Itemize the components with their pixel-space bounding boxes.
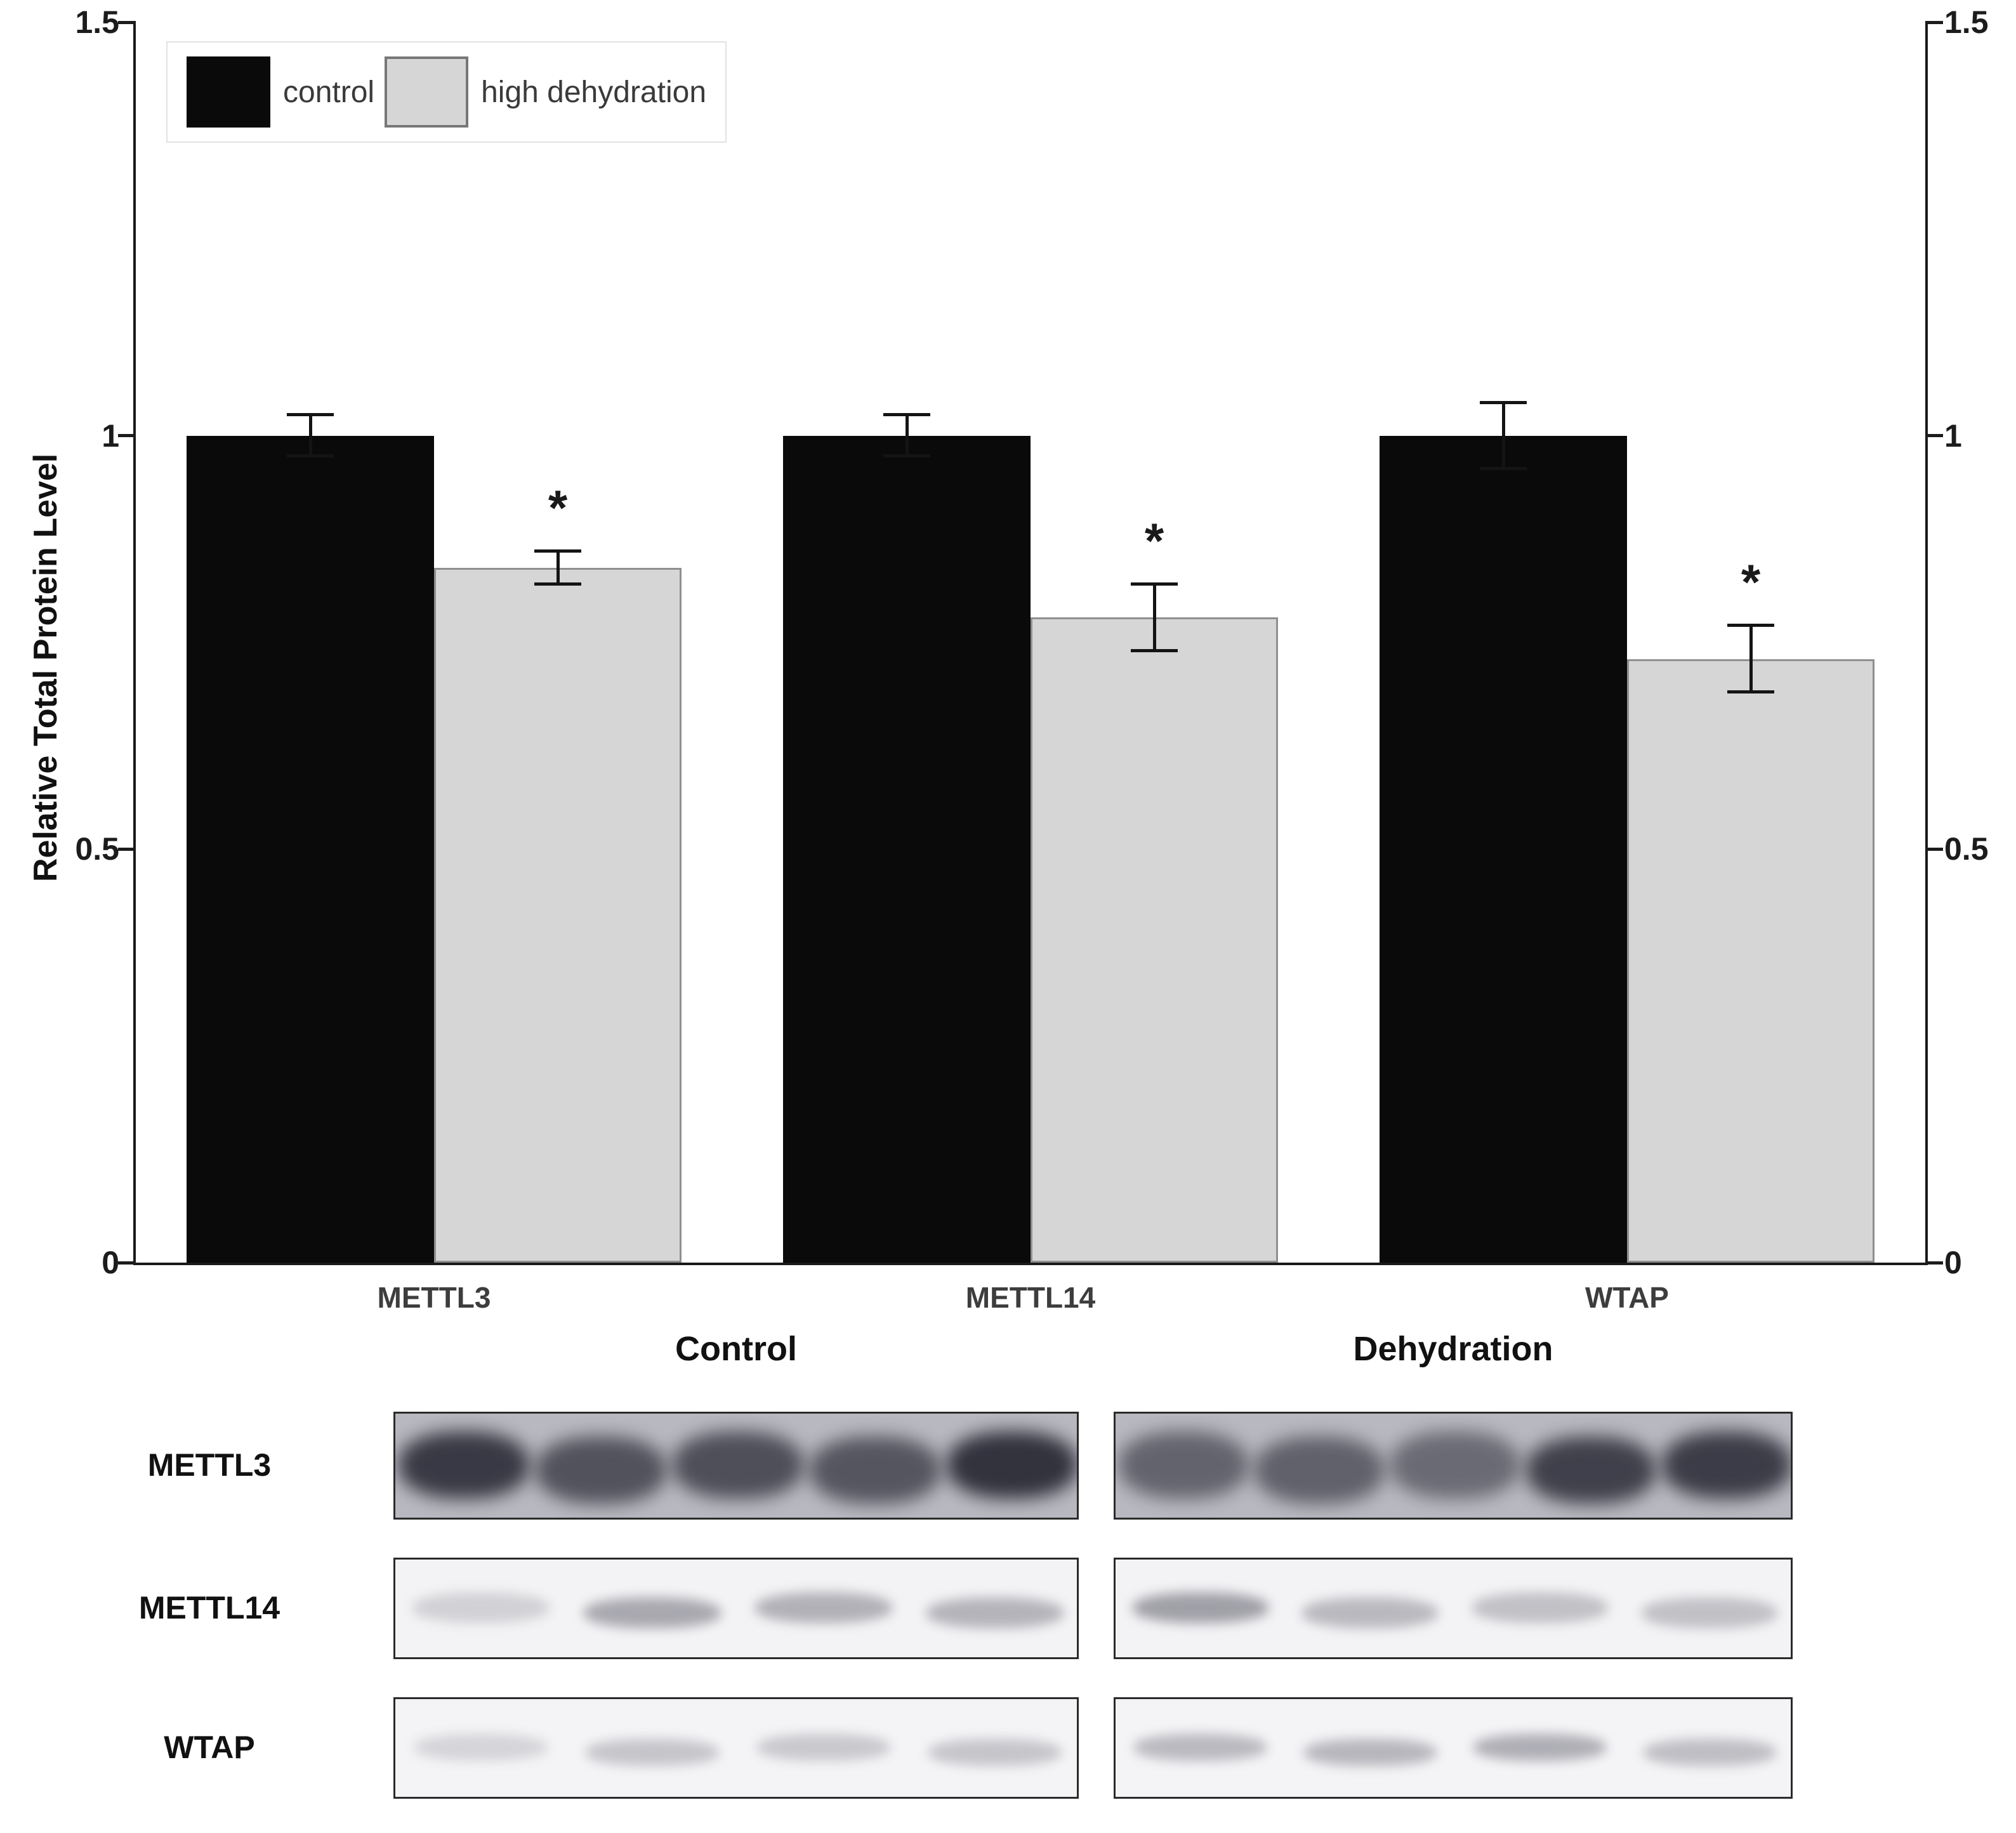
- x-tick-label-WTAP: WTAP: [1584, 1281, 1669, 1314]
- significance-star-METTL3: *: [548, 480, 568, 536]
- error-cap-bottom: [1727, 690, 1774, 693]
- blot-panel-METTL14-dehydration: [1114, 1558, 1793, 1659]
- blot-band-METTL14-lane-2: [1302, 1598, 1439, 1628]
- blot-row-label-METTL14: METTL14: [138, 1590, 280, 1626]
- blot-band-WTAP-lane-2: [585, 1739, 720, 1766]
- legend-label-control: control: [283, 75, 375, 109]
- error-bar-WTAP-0: [1502, 402, 1505, 469]
- error-cap-top: [1727, 624, 1774, 627]
- bar-control-WTAP: [1380, 435, 1627, 1263]
- blot-band-METTL3-lane-1: [399, 1431, 529, 1499]
- error-cap-bottom: [287, 454, 334, 458]
- blot-band-METTL3-lane-4: [1526, 1436, 1656, 1504]
- y-tick-mark-right: [1925, 1261, 1943, 1265]
- blot-band-METTL3-lane-4: [810, 1436, 940, 1504]
- legend-item-control: control: [187, 56, 374, 128]
- error-cap-top: [1480, 400, 1527, 404]
- error-cap-bottom: [1480, 466, 1527, 470]
- bar-high-dehydration-METTL14: [1031, 617, 1278, 1263]
- y-tick-label-right: 0.5: [1944, 831, 1989, 867]
- bar-high-dehydration-METTL3: [434, 568, 682, 1263]
- error-cap-top: [1131, 582, 1178, 586]
- y-tick-mark-left: [118, 847, 136, 851]
- bar-high-dehydration-WTAP: [1627, 659, 1874, 1263]
- legend: control high dehydration: [166, 41, 727, 143]
- y-tick-mark-right: [1925, 434, 1943, 438]
- error-bar-METTL14-1: [1153, 584, 1156, 651]
- blot-header-dehydration: Dehydration: [1353, 1330, 1553, 1368]
- x-tick-label-METTL3: METTL3: [377, 1281, 491, 1314]
- blot-band-WTAP-lane-4: [1643, 1739, 1776, 1766]
- y-tick-label-left: 0.5: [75, 831, 119, 867]
- legend-item-dehydration: high dehydration: [385, 56, 706, 128]
- blot-band-METTL14-lane-3: [755, 1593, 892, 1623]
- blot-row-label-WTAP: WTAP: [164, 1730, 255, 1765]
- blot-band-WTAP-lane-4: [928, 1739, 1062, 1766]
- blot-panel-WTAP-control: [393, 1697, 1079, 1799]
- y-tick-label-left: 0: [102, 1245, 119, 1280]
- y-tick-label-right: 1: [1944, 417, 1962, 454]
- x-tick-label-METTL14: METTL14: [965, 1281, 1096, 1314]
- error-bar-METTL3-0: [309, 415, 312, 457]
- error-cap-bottom: [883, 454, 930, 458]
- blot-band-WTAP-lane-3: [1473, 1734, 1607, 1761]
- error-cap-top: [287, 413, 334, 417]
- blot-band-METTL14-lane-4: [926, 1598, 1064, 1628]
- blot-band-METTL3-lane-2: [1255, 1436, 1384, 1504]
- bar-chart-plot-area: control high dehydration 0 0 0.5 0.5 1 1 1.5 1.…: [75, 4, 1988, 1314]
- y-tick-mark-left: [118, 20, 136, 24]
- blot-band-METTL14-lane-2: [584, 1598, 721, 1628]
- blot-band-WTAP-lane-1: [414, 1734, 548, 1761]
- blot-row-label-METTL3: METTL3: [147, 1447, 272, 1483]
- y-tick-mark-left: [118, 1261, 136, 1265]
- control-swatch-icon: [187, 56, 270, 128]
- error-cap-top: [883, 413, 930, 417]
- blot-panel-METTL14-control: [393, 1558, 1079, 1659]
- error-bar-METTL14-0: [906, 415, 909, 457]
- y-tick-mark-right: [1925, 847, 1943, 851]
- error-bar-WTAP-1: [1749, 626, 1753, 692]
- error-cap-top: [534, 549, 581, 553]
- y-tick-label-left: 1: [102, 417, 119, 454]
- y-tick-label-right: 0: [1944, 1245, 1962, 1280]
- legend-label-dehydration: high dehydration: [481, 75, 707, 109]
- blot-band-METTL3-lane-5: [947, 1431, 1077, 1499]
- y-axis-label: Relative Total Protein Level: [27, 453, 64, 882]
- blot-panel-METTL3-dehydration: [1114, 1412, 1793, 1520]
- y-tick-mark-right: [1925, 20, 1943, 24]
- dehydration-swatch-icon: [385, 56, 469, 128]
- blot-band-METTL3-lane-5: [1662, 1431, 1791, 1499]
- blot-band-METTL14-lane-4: [1642, 1598, 1778, 1628]
- y-tick-mark-left: [118, 434, 136, 438]
- error-cap-bottom: [534, 582, 581, 586]
- significance-star-METTL14: *: [1144, 513, 1164, 569]
- error-cap-bottom: [1131, 648, 1178, 652]
- blot-band-METTL3-lane-3: [1390, 1431, 1520, 1499]
- blot-band-WTAP-lane-1: [1134, 1734, 1267, 1761]
- blot-band-METTL3-lane-3: [673, 1431, 803, 1499]
- blot-band-METTL14-lane-1: [412, 1593, 550, 1623]
- error-bar-METTL3-1: [557, 551, 560, 585]
- bar-control-METTL14: [783, 435, 1031, 1263]
- blot-band-METTL3-lane-2: [536, 1436, 666, 1504]
- bar-control-METTL3: [187, 435, 434, 1263]
- blot-band-WTAP-lane-3: [756, 1734, 891, 1761]
- significance-star-WTAP: *: [1741, 554, 1761, 610]
- blot-header-control: Control: [675, 1330, 797, 1368]
- blot-band-METTL14-lane-3: [1472, 1593, 1608, 1623]
- blot-panel-METTL3-control: [393, 1412, 1079, 1520]
- blot-band-WTAP-lane-2: [1303, 1739, 1437, 1766]
- blot-panel-WTAP-dehydration: [1114, 1697, 1793, 1799]
- y-tick-label-left: 1.5: [75, 4, 119, 40]
- blot-band-METTL3-lane-1: [1119, 1431, 1248, 1499]
- y-tick-label-right: 1.5: [1944, 4, 1989, 40]
- blot-band-METTL14-lane-1: [1132, 1593, 1268, 1623]
